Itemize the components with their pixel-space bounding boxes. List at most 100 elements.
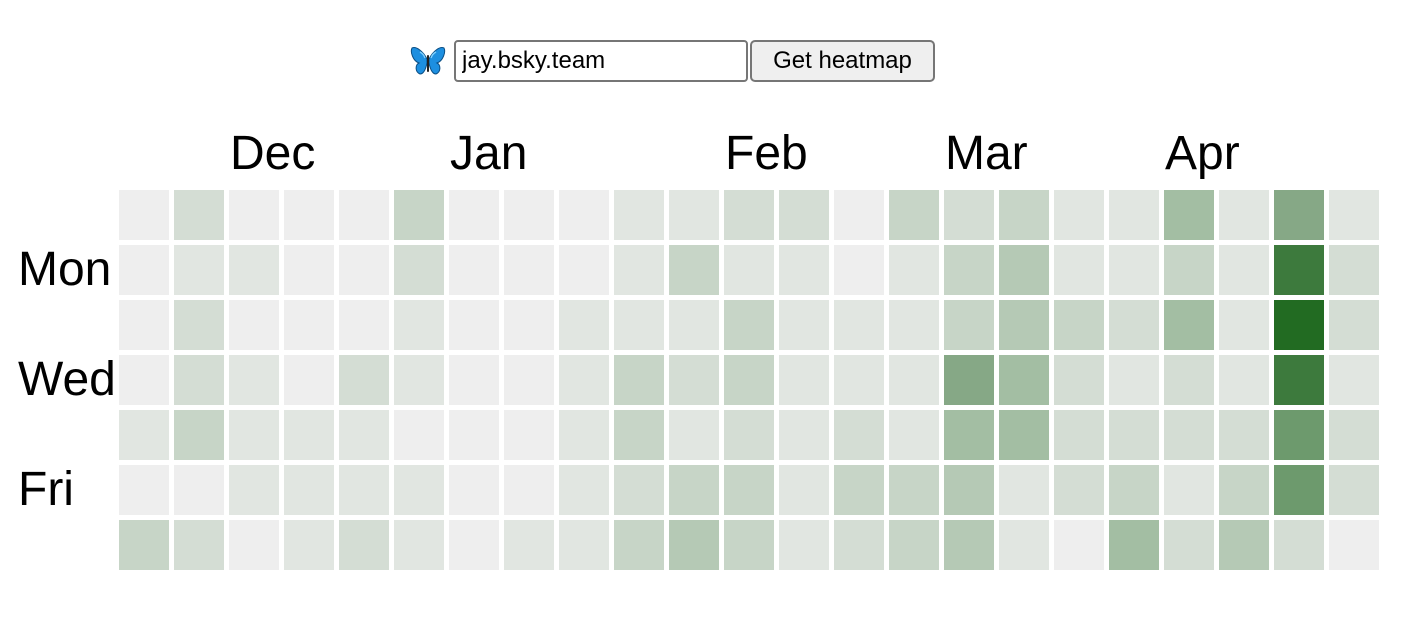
- heatmap-cell: [504, 300, 554, 350]
- month-label: Dec: [230, 127, 316, 180]
- heatmap-cell: [999, 190, 1049, 240]
- heatmap-cell: [724, 355, 774, 405]
- heatmap-cell: [559, 410, 609, 460]
- heatmap-cell: [504, 410, 554, 460]
- heatmap-cell: [559, 465, 609, 515]
- heatmap-cell: [174, 520, 224, 570]
- heatmap-cell: [779, 190, 829, 240]
- heatmap-cell: [1164, 465, 1214, 515]
- heatmap-cell: [119, 520, 169, 570]
- heatmap-cell: [944, 245, 994, 295]
- heatmap-cell: [889, 355, 939, 405]
- heatmap-cell: [504, 520, 554, 570]
- heatmap-cell: [1274, 355, 1324, 405]
- heatmap-cell: [559, 355, 609, 405]
- heatmap-cell: [339, 520, 389, 570]
- heatmap-cell: [174, 190, 224, 240]
- heatmap-cell: [559, 520, 609, 570]
- heatmap-cell: [1164, 245, 1214, 295]
- heatmap-cell: [944, 355, 994, 405]
- handle-input[interactable]: [454, 40, 748, 82]
- heatmap-cell: [724, 245, 774, 295]
- heatmap-cell: [889, 520, 939, 570]
- heatmap-cell: [1109, 190, 1159, 240]
- heatmap-cell: [669, 190, 719, 240]
- heatmap-cell: [1219, 245, 1269, 295]
- heatmap-cell: [1054, 245, 1104, 295]
- heatmap-cell: [669, 520, 719, 570]
- heatmap-cell: [394, 410, 444, 460]
- heatmap-cell: [999, 300, 1049, 350]
- heatmap-cell: [229, 410, 279, 460]
- heatmap-cell: [174, 300, 224, 350]
- heatmap-cell: [779, 465, 829, 515]
- heatmap-cell: [1054, 465, 1104, 515]
- heatmap-cell: [394, 465, 444, 515]
- heatmap-cell: [1219, 300, 1269, 350]
- heatmap-cell: [449, 190, 499, 240]
- heatmap-cell: [1274, 190, 1324, 240]
- heatmap-cell: [1054, 410, 1104, 460]
- month-label: Jan: [450, 127, 528, 180]
- heatmap-cell: [999, 465, 1049, 515]
- heatmap-cell: [119, 300, 169, 350]
- heatmap-cell: [119, 245, 169, 295]
- heatmap-cell: [1329, 410, 1379, 460]
- heatmap-cell: [614, 410, 664, 460]
- heatmap-cell: [1274, 300, 1324, 350]
- heatmap-cell: [614, 300, 664, 350]
- heatmap-cell: [1329, 355, 1379, 405]
- month-label: Feb: [725, 127, 808, 180]
- heatmap-cell: [1219, 520, 1269, 570]
- heatmap-cell: [1219, 190, 1269, 240]
- heatmap-cell: [889, 410, 939, 460]
- heatmap-cell: [1274, 465, 1324, 515]
- heatmap-cell: [614, 355, 664, 405]
- heatmap-cell: [229, 465, 279, 515]
- get-heatmap-button[interactable]: Get heatmap: [750, 40, 935, 82]
- heatmap-cell: [284, 410, 334, 460]
- heatmap-cell: [394, 190, 444, 240]
- heatmap-cell: [1329, 465, 1379, 515]
- heatmap-cell: [559, 245, 609, 295]
- heatmap-cell: [669, 300, 719, 350]
- heatmap-cell: [669, 245, 719, 295]
- heatmap-cell: [504, 465, 554, 515]
- heatmap-cell: [339, 245, 389, 295]
- heatmap-cell: [229, 300, 279, 350]
- heatmap-cell: [614, 520, 664, 570]
- heatmap-cell: [1109, 465, 1159, 515]
- heatmap-cell: [284, 520, 334, 570]
- heatmap-cell: [339, 355, 389, 405]
- heatmap-cell: [834, 520, 884, 570]
- heatmap-cell: [669, 465, 719, 515]
- heatmap-cell: [999, 245, 1049, 295]
- heatmap-cell: [1219, 410, 1269, 460]
- heatmap-cell: [1219, 465, 1269, 515]
- heatmap-cell: [1109, 245, 1159, 295]
- heatmap-cell: [174, 465, 224, 515]
- heatmap-cell: [614, 465, 664, 515]
- heatmap-cell: [284, 190, 334, 240]
- heatmap-cell: [1274, 520, 1324, 570]
- heatmap-cell: [559, 300, 609, 350]
- heatmap-cell: [449, 355, 499, 405]
- heatmap-cell: [669, 355, 719, 405]
- heatmap-cell: [999, 520, 1049, 570]
- heatmap-cell: [284, 465, 334, 515]
- heatmap-cell: [779, 245, 829, 295]
- heatmap-cell: [394, 355, 444, 405]
- heatmap-cell: [999, 355, 1049, 405]
- heatmap-cell: [339, 190, 389, 240]
- heatmap-cell: [944, 465, 994, 515]
- heatmap-cell: [339, 410, 389, 460]
- butterfly-icon: [410, 43, 446, 79]
- heatmap-cell: [229, 355, 279, 405]
- heatmap-form: Get heatmap: [410, 40, 935, 82]
- heatmap-cell: [1054, 190, 1104, 240]
- heatmap-cell: [394, 520, 444, 570]
- heatmap-cell: [1329, 300, 1379, 350]
- heatmap-cell: [559, 190, 609, 240]
- heatmap-cell: [614, 190, 664, 240]
- heatmap-cell: [449, 520, 499, 570]
